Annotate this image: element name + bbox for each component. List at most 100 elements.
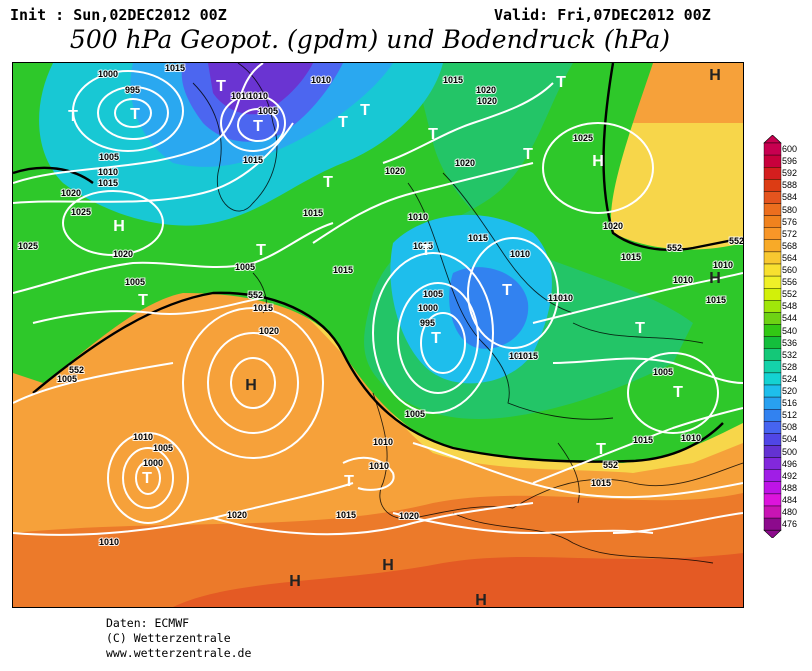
isobar-label: 1005 [405,409,425,419]
contour-552-north [602,63,743,251]
isobar-label: 1020 [455,158,475,168]
isobar-label: 1010 [548,293,568,303]
legend-label: 496 [782,458,798,469]
low-marker: T [142,470,152,487]
high-marker: H [709,270,721,287]
legend-swatch [763,191,782,204]
high-marker: H [245,377,257,394]
low-marker: T [68,108,78,125]
legend-label: 500 [782,446,798,457]
isobar-label: 1015 [165,63,185,73]
legend-swatch [763,348,782,361]
legend-label: 512 [782,410,798,421]
low-marker: T [338,114,348,131]
legend-swatch [763,154,782,168]
low-marker: T [344,473,354,490]
legend-label: 576 [782,216,798,227]
isobar-label: 1010 [248,91,268,101]
isobar-label: 1005 [125,277,145,287]
legend-swatch [763,372,782,386]
valid-time-label: Valid: Fri,07DEC2012 00Z [494,6,711,24]
legend-label: 508 [782,422,798,433]
isobar-label: 1010 [673,275,693,285]
map-title: 500 hPa Geopot. (gpdm) und Bodendruck (h… [69,25,671,54]
credit-copyright: (C) Wetterzentrale [106,631,231,645]
legend-label: 564 [782,252,798,263]
high-marker: H [113,218,125,235]
isobar-label: 1015 [98,178,118,188]
legend-bar [763,134,782,539]
isobar-label: 1025 [18,241,38,251]
legend-swatch [763,384,782,398]
low-marker: T [556,74,566,91]
legend-swatch [763,239,782,253]
geopotential-field-580 [173,553,743,607]
high-marker: H [592,153,604,170]
legend-swatch [763,312,782,325]
legend-swatch [763,251,782,265]
isobar-label: 1015 [633,435,653,445]
isobar-label: 1010 [373,437,393,447]
legend-swatch [763,409,782,422]
isobar-label: 1015 [243,155,263,165]
isobar-label: 1015 [333,265,353,275]
data-credits: Daten: ECMWF (C) Wetterzentrale www.wett… [106,616,251,661]
isobar-label: 1015 [591,478,611,488]
legend-swatch [763,469,782,483]
isobar-label: 1015 [443,75,463,85]
legend-swatch [763,396,782,410]
legend-label: 572 [782,228,798,239]
isobar-label: 1020 [385,166,405,176]
legend-label: 488 [782,482,798,493]
legend-arrow-top [763,134,782,144]
isobar-label: 1020 [259,326,279,336]
legend-swatch [763,300,782,313]
isobar-label: 1010 [231,91,251,101]
isobar-label: 1020 [476,85,496,95]
isobar-label: 1015 [706,295,726,305]
legend-label: 480 [782,507,798,517]
isobar-label: 1005 [653,367,673,377]
low-marker: T [502,282,512,299]
contour-552-west [13,166,94,184]
isobar-label: 1020 [61,188,81,198]
isobar-label: 1015 [468,233,488,243]
credit-website: www.wetterzentrale.de [106,646,252,660]
legend-label: 516 [782,398,798,409]
isobar-label: 1010 [713,260,733,270]
geopotential-field-500 [208,63,313,115]
isobar-label: 1025 [573,133,593,143]
legend-label: 596 [782,156,798,167]
coastlines [192,63,743,564]
contour-label: 552 [69,365,84,375]
isobar-label: 995 [420,318,435,328]
legend-swatch [763,167,782,180]
isobars [13,63,743,536]
legend-label: 524 [782,373,798,384]
low-marker: T [431,330,441,347]
low-marker: T [428,126,438,143]
legend-label: 588 [782,180,798,191]
credit-source: Daten: ECMWF [106,616,190,630]
isobar-label: 1025 [71,207,91,217]
isobar-label: 1010 [681,433,701,443]
legend-label: 504 [782,434,798,445]
isobar-label: 1020 [399,511,419,521]
high-marker: H [289,573,301,590]
isobar-label: 1005 [99,152,119,162]
legend-swatch [763,203,782,216]
legend-label: 544 [782,313,798,324]
legend-swatch [763,179,782,192]
legend-swatch [763,360,782,374]
pressure-centers: T T T T T T T T T T T T T T T T T T T T … [68,67,721,607]
legend-swatch [763,433,782,446]
isobar-label: 1015 [303,208,323,218]
legend-label: 476 [782,519,798,530]
legend-swatch [763,324,782,337]
legend-swatch [763,215,782,228]
legend-label: 552 [782,289,798,300]
isobar-label: 1010 [408,212,428,222]
legend-label: 580 [782,204,798,215]
isobar-label: 995 [125,85,140,95]
legend-swatch [763,287,782,301]
